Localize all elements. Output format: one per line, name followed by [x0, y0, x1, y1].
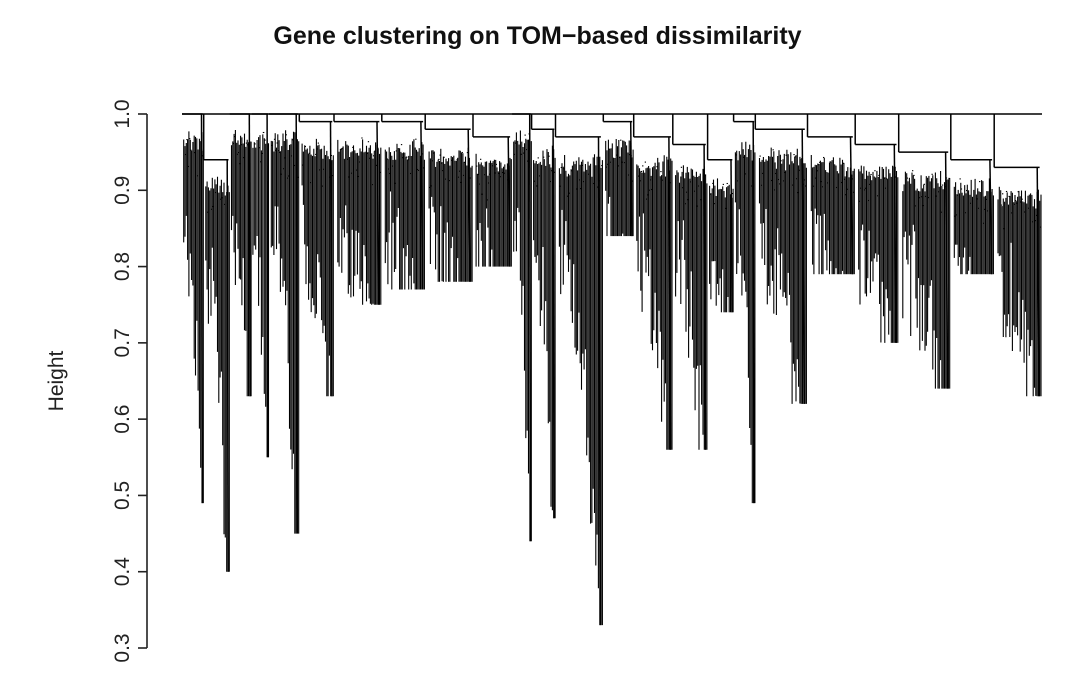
dendrogram-branch-tail — [597, 136, 602, 626]
y-tick-label: 0.6 — [111, 405, 134, 434]
dendrogram-branch-tail — [1036, 167, 1040, 397]
dendrogram-branch-tail — [944, 152, 949, 389]
dendrogram-branch-tail — [730, 159, 733, 313]
dendrogram-branch-tail — [329, 121, 333, 397]
y-tick-label: 0.7 — [111, 328, 134, 357]
dendrogram-branch-tail — [467, 129, 471, 282]
y-tick-label: 0.3 — [111, 633, 134, 662]
y-tick-label: 0.5 — [111, 481, 134, 510]
y-tick-label: 1.0 — [111, 99, 134, 128]
y-tick-label: 0.4 — [111, 557, 134, 587]
dendrogram-branch-tail — [507, 136, 511, 267]
dendrogram-branch-tail — [752, 121, 755, 504]
dendrogram-branch-tail — [893, 144, 897, 343]
dendrogram-tree — [182, 113, 1042, 626]
y-tick-label: 0.8 — [111, 252, 134, 281]
dendrogram-branch-tail — [200, 113, 204, 504]
dendrogram-branch-tail — [528, 113, 532, 542]
y-tick-label: 0.9 — [111, 176, 134, 205]
dendrogram-branch-tail — [295, 113, 299, 534]
dendrogram-branch-tail — [226, 159, 229, 572]
dendrogram-branch-tail — [703, 144, 707, 450]
dendrogram-branch-tail — [668, 136, 672, 450]
dendrogram-branch-tail — [801, 129, 806, 404]
dendrogram-branch-tail — [552, 129, 555, 519]
dendrogram-branch-tail — [989, 159, 993, 275]
dendrogram-branch-tail — [629, 121, 633, 237]
chart-title: Gene clustering on TOM−based dissimilari… — [273, 22, 802, 50]
y-axis-label: Height — [45, 350, 68, 411]
dendrogram-branch-tail — [266, 113, 269, 458]
dendrogram-branch-tail — [420, 121, 424, 290]
y-axis: 0.3 0.4 0.5 0.6 0.7 0.8 0.9 1.0 — [111, 99, 148, 663]
dendrogram-branch-tail — [248, 113, 251, 397]
dendrogram-branch-tail — [849, 136, 854, 275]
dendrogram-branch-tail — [376, 121, 380, 305]
